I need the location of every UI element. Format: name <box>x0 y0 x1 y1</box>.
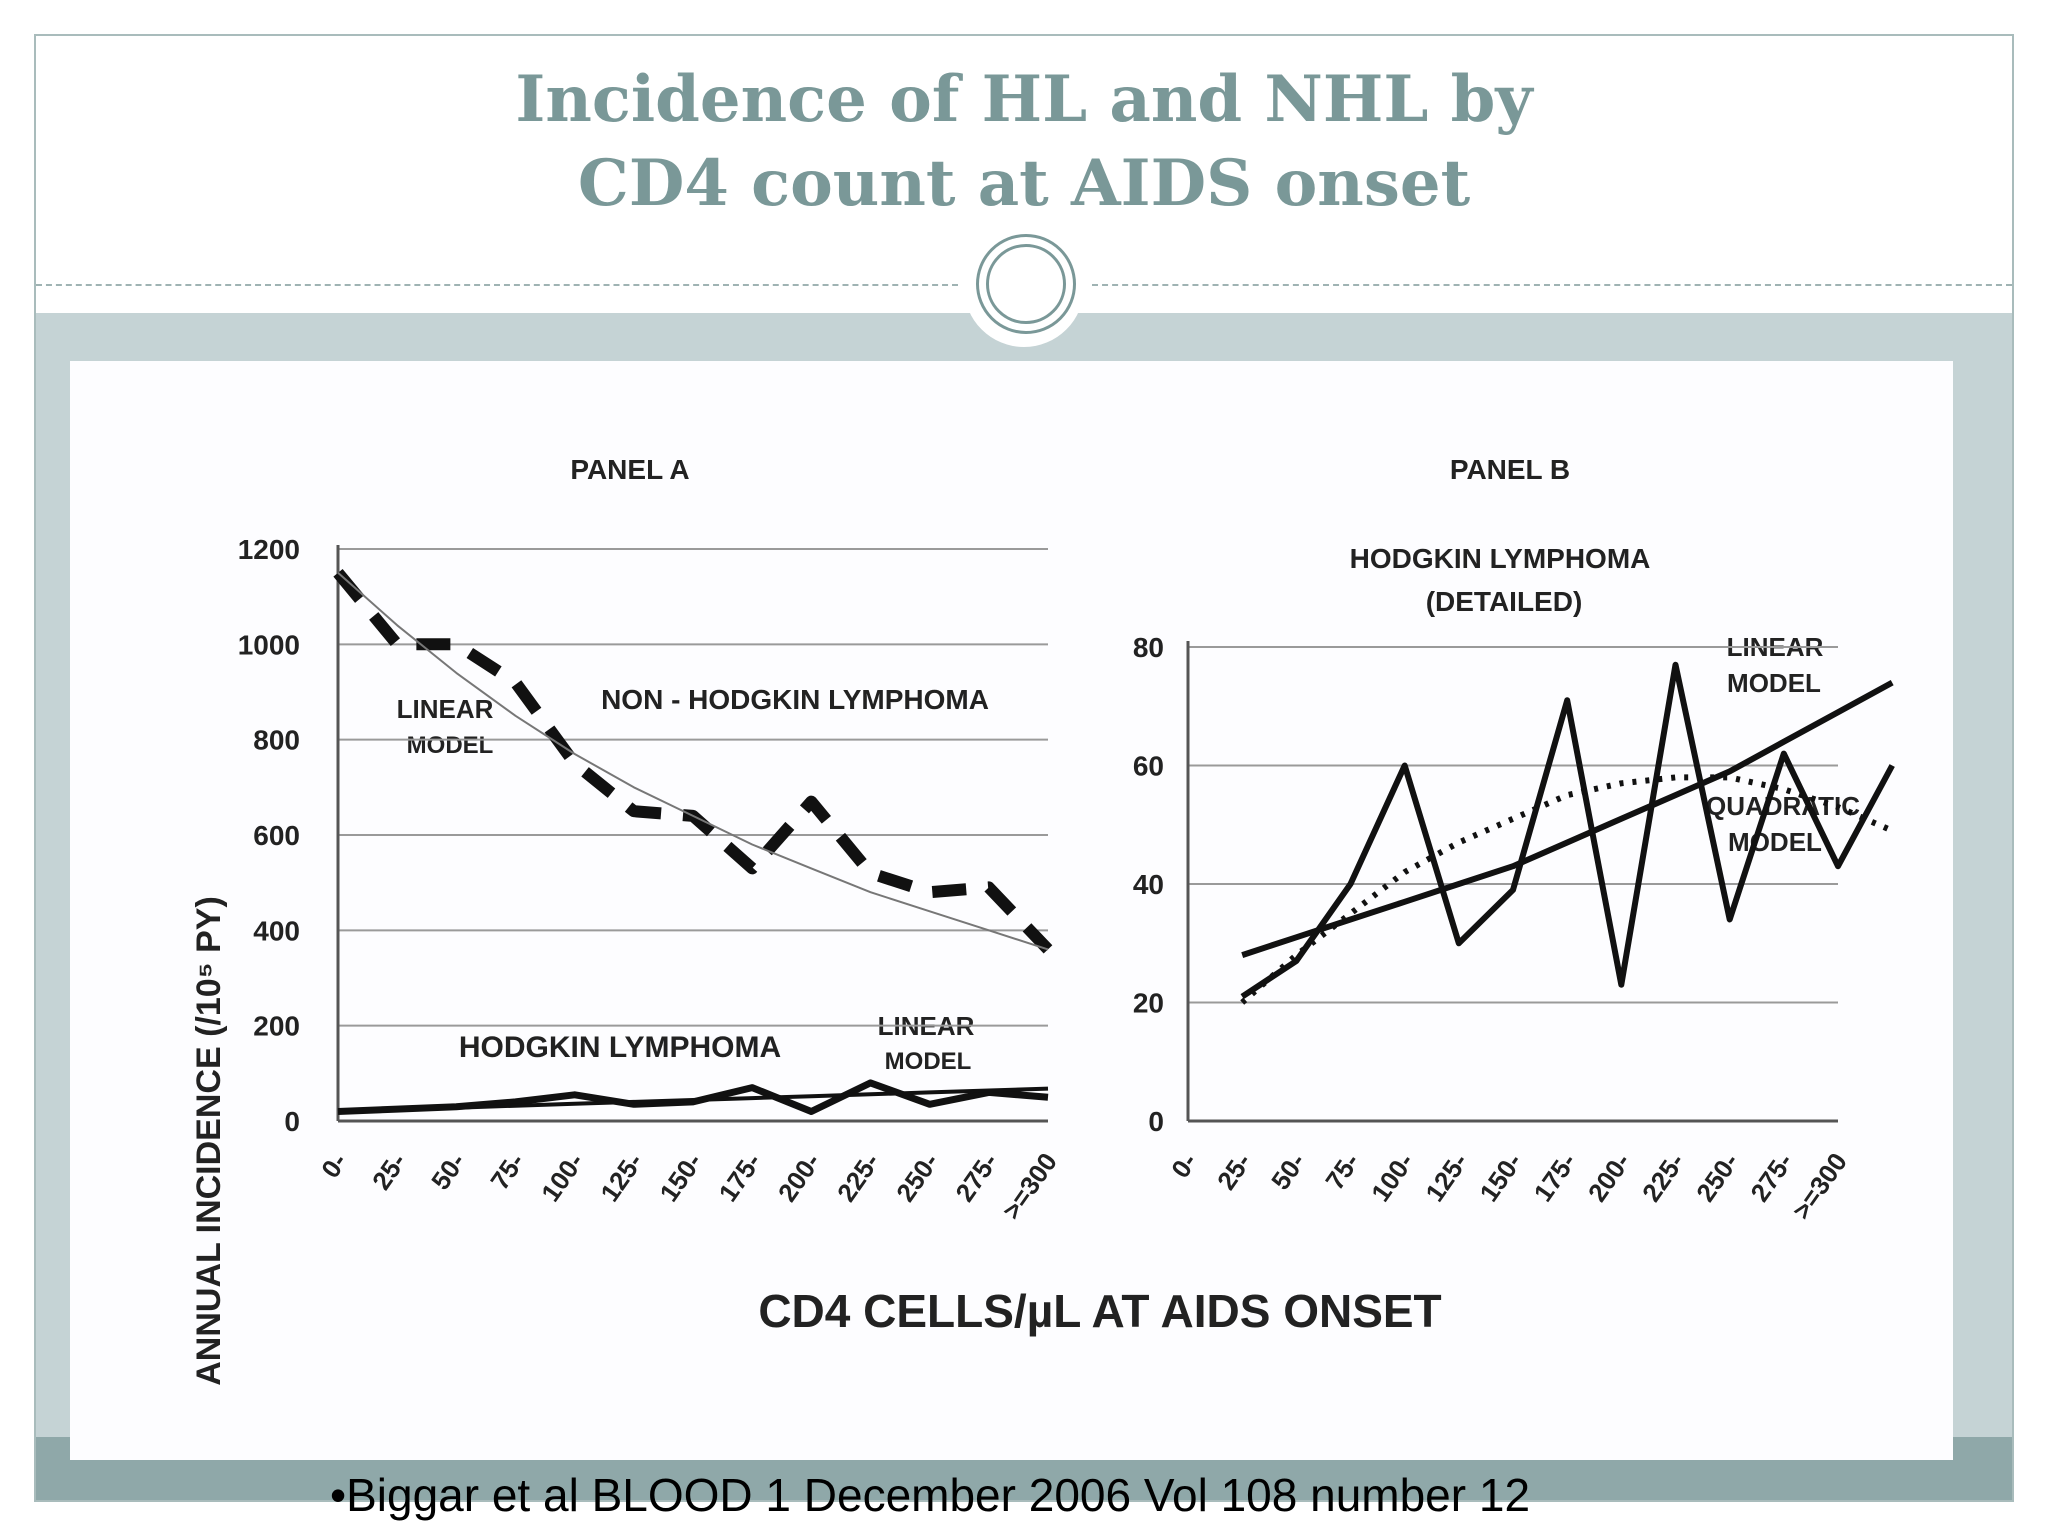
xtick-label-0-8: 200- <box>772 1147 826 1207</box>
divider-circle-inner-ring <box>986 244 1066 324</box>
ytick-label-1-3: 60 <box>1133 751 1164 782</box>
ytick-label-0-5: 1000 <box>238 629 300 660</box>
xtick-label-0-7: 175- <box>713 1147 767 1207</box>
slide-title: Incidence of HL and NHL by CD4 count at … <box>0 58 2048 226</box>
xtick-label-1-12: >=300 <box>1786 1147 1853 1225</box>
xtick-label-1-10: 250- <box>1690 1147 1744 1207</box>
shared-xlabel: CD4 CELLS/µL AT AIDS ONSET <box>758 1285 1441 1337</box>
panel-b-quadratic-label-line1: QUADRATIC <box>1706 791 1860 821</box>
xtick-label-0-0: 0- <box>315 1147 353 1183</box>
xtick-label-1-4: 100- <box>1365 1147 1419 1207</box>
title-line-2: CD4 count at AIDS onset <box>577 146 1471 221</box>
panel-b-quadratic-label-line2: MODEL <box>1728 827 1822 857</box>
panel-a-title: PANEL A <box>570 454 689 485</box>
ytick-label-0-0: 0 <box>284 1106 300 1137</box>
xtick-label-0-6: 150- <box>653 1147 707 1207</box>
panel-a-nhl-model-label-line2: MODEL <box>407 732 494 759</box>
panel-b-subtitle-line1: HODGKIN LYMPHOMA <box>1350 543 1651 574</box>
ytick-label-0-3: 600 <box>253 820 300 851</box>
panel-a-nhl-model-label-line1: LINEAR <box>397 694 494 724</box>
xtick-label-0-12: >=300 <box>996 1147 1063 1225</box>
divider-left <box>36 284 958 286</box>
figure-panel: PANEL A ANNUAL INCIDENCE (/10⁵ PY) LINEA… <box>70 361 1953 1460</box>
xtick-label-0-3: 75- <box>484 1147 530 1195</box>
xtick-label-0-9: 225- <box>831 1147 885 1207</box>
panel-b-plot: 0 20 40 60 80 0- 25- 50- 75- 100- 125- 150- 175- 200-… <box>1133 632 1895 1225</box>
series-line-0-0 <box>333 568 1053 954</box>
panel-a-hl-label: HODGKIN LYMPHOMA <box>459 1031 781 1064</box>
xtick-label-1-0: 0- <box>1165 1147 1203 1183</box>
xtick-label-0-10: 250- <box>890 1147 944 1207</box>
panel-b-linear-label-line2: MODEL <box>1727 668 1821 698</box>
series-line-1-1 <box>1241 679 1894 958</box>
ytick-label-1-0: 0 <box>1148 1106 1164 1137</box>
series-line-0-1 <box>337 572 1049 951</box>
xtick-label-1-2: 50- <box>1265 1147 1311 1195</box>
xtick-label-1-8: 200- <box>1582 1147 1636 1207</box>
ytick-label-0-1: 200 <box>253 1011 300 1042</box>
xtick-label-0-1: 25- <box>366 1147 412 1195</box>
panel-b-title: PANEL B <box>1450 454 1570 485</box>
ytick-label-0-2: 400 <box>253 915 300 946</box>
figure-svg: PANEL A ANNUAL INCIDENCE (/10⁵ PY) LINEA… <box>190 454 1895 1386</box>
panel-a-ylabel: ANNUAL INCIDENCE (/10⁵ PY) <box>190 896 228 1386</box>
xtick-label-1-1: 25- <box>1211 1147 1257 1195</box>
xtick-label-0-2: 50- <box>425 1147 471 1195</box>
series-line-1-0 <box>1240 661 1895 1000</box>
xtick-label-0-5: 125- <box>594 1147 648 1207</box>
xtick-label-0-11: 275- <box>949 1147 1003 1207</box>
xtick-label-1-6: 150- <box>1473 1147 1527 1207</box>
divider-right <box>1092 284 2012 286</box>
series-line-0-3 <box>337 1086 1049 1114</box>
ytick-label-1-4: 80 <box>1133 632 1164 663</box>
citation: •Biggar et al BLOOD 1 December 2006 Vol … <box>330 1469 1531 1521</box>
panel-a-nhl-label: NON - HODGKIN LYMPHOMA <box>601 684 989 715</box>
xtick-label-1-3: 75- <box>1319 1147 1365 1195</box>
xtick-label-1-7: 175- <box>1528 1147 1582 1207</box>
ytick-label-1-1: 20 <box>1133 988 1164 1019</box>
panel-a-plot: 0 200 400 600 800 1000 1200 0- 25- 50- 75- 100- 125-… <box>238 534 1063 1225</box>
xtick-label-0-4: 100- <box>535 1147 589 1207</box>
xtick-label-1-9: 225- <box>1636 1147 1690 1207</box>
panel-b-subtitle-line2: (DETAILED) <box>1426 586 1583 617</box>
panel-a-hl-model-label-line2: MODEL <box>885 1048 972 1075</box>
xtick-label-1-5: 125- <box>1419 1147 1473 1207</box>
xtick-label-1-11: 275- <box>1744 1147 1798 1207</box>
ytick-label-0-4: 800 <box>253 725 300 756</box>
title-line-1: Incidence of HL and NHL by <box>515 62 1533 137</box>
ytick-label-0-6: 1200 <box>238 534 300 565</box>
ytick-label-1-2: 40 <box>1133 869 1164 900</box>
